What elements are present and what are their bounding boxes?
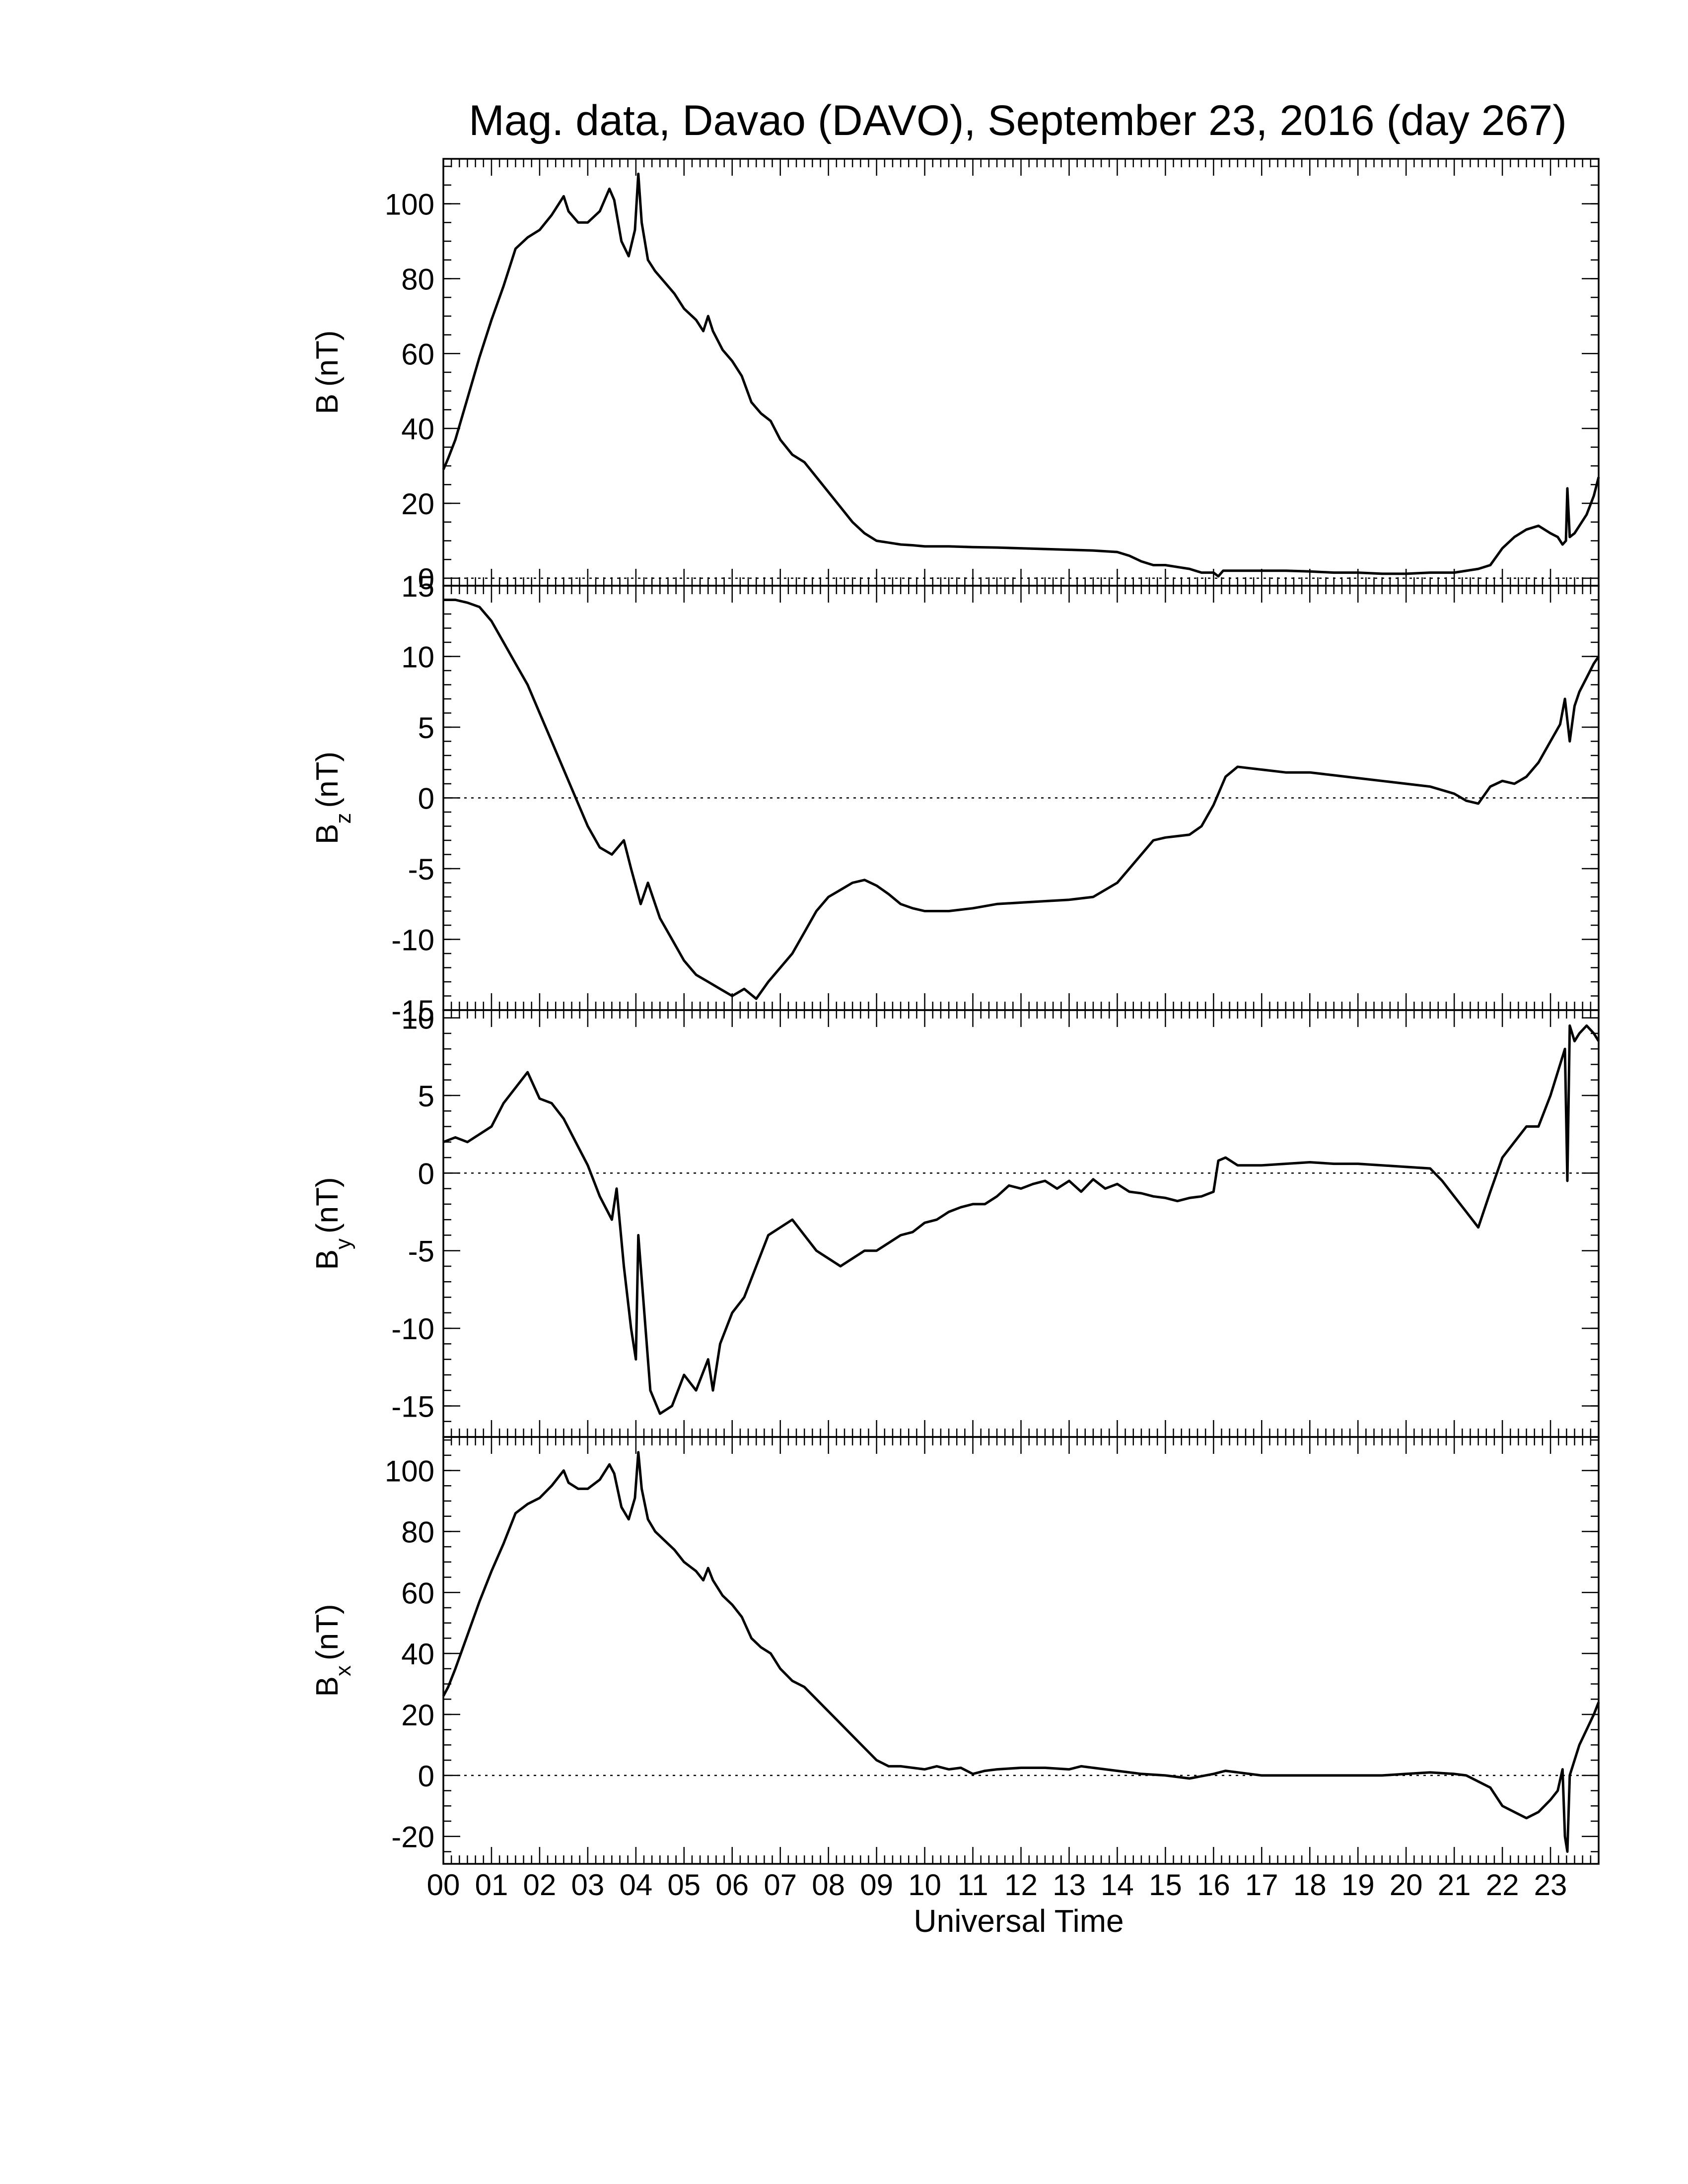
x-tick-label: 12 xyxy=(1004,1868,1038,1902)
series-line-Bz xyxy=(443,599,1600,1000)
y-tick-label: 5 xyxy=(418,711,434,745)
x-tick-label: 03 xyxy=(571,1868,605,1902)
y-tick-label: 0 xyxy=(418,782,434,816)
y-tick-label: 15 xyxy=(401,570,434,603)
y-tick-label: 40 xyxy=(401,412,434,446)
y-axis-label-unit: (nT) xyxy=(310,1604,345,1660)
panels-group: 020406080100B(nT)-15-10-5051015Bz(nT)-15… xyxy=(310,158,1600,1865)
x-tick-label: 01 xyxy=(475,1868,508,1902)
x-tick-label: 16 xyxy=(1197,1868,1230,1902)
x-tick-label: 18 xyxy=(1293,1868,1327,1902)
x-tick-label: 11 xyxy=(957,1868,988,1902)
y-axis-label: Bz (nT) xyxy=(310,751,355,844)
y-tick-label: 100 xyxy=(385,188,434,221)
y-tick-label: -10 xyxy=(391,1312,434,1346)
chart-title: Mag. data, Davao (DAVO), September 23, 2… xyxy=(469,97,1567,144)
y-axis-label-unit: (nT) xyxy=(310,751,345,808)
y-tick-label: 80 xyxy=(401,1515,434,1549)
series-line-Bx xyxy=(442,1451,1600,1853)
y-tick-label: 60 xyxy=(401,1576,434,1610)
y-tick-label: -15 xyxy=(391,994,434,1027)
x-tick-label: 22 xyxy=(1486,1868,1519,1902)
x-axis-title: Universal Time xyxy=(914,1903,1124,1939)
x-tick-label: 07 xyxy=(764,1868,797,1902)
y-tick-label: -5 xyxy=(408,853,434,886)
panel-By: -15 -10 -5 0 5 10 By (nT) xyxy=(310,1002,1600,1438)
panel-Bz: -15 -10 -5 0 5 10 15 Bz (nT) xyxy=(310,570,1600,1027)
x-tick-label: 19 xyxy=(1341,1868,1375,1902)
x-tick-label: 06 xyxy=(715,1868,749,1902)
series-line-By xyxy=(443,1024,1600,1415)
panel-Bx: -20 0 20 40 60 80 100 Bx (nT) xyxy=(310,1436,1600,1865)
y-tick-label: 100 xyxy=(385,1455,434,1488)
x-tick-label: 14 xyxy=(1101,1868,1134,1902)
y-axis-label: Bx (nT) xyxy=(310,1604,355,1697)
x-tick-label: 09 xyxy=(860,1868,893,1902)
y-tick-label: 0 xyxy=(418,1760,434,1793)
y-axis-label-main: B xyxy=(310,824,345,844)
y-tick-label: 0 xyxy=(418,1157,434,1190)
y-tick-label: 80 xyxy=(401,263,434,296)
y-tick-label: -20 xyxy=(391,1821,434,1854)
y-axis-label-subscript: y xyxy=(331,1238,355,1249)
x-axis-labels: 00 01 02 03 04 05 06 07 08 09 10 11 12 13 14 15 16 17 18 19… xyxy=(427,1868,1567,1902)
x-tick-label: 05 xyxy=(667,1868,701,1902)
y-axis-label: By (nT) xyxy=(310,1177,355,1270)
y-tick-label: 0 xyxy=(418,562,434,596)
x-tick-label: 00 xyxy=(427,1868,460,1902)
y-axis-label-unit: (nT) xyxy=(310,1177,345,1233)
y-axis-label-main: B xyxy=(310,1676,345,1697)
x-tick-label: 08 xyxy=(812,1868,845,1902)
x-tick-label: 13 xyxy=(1053,1868,1086,1902)
y-tick-label: 20 xyxy=(401,487,434,521)
y-tick-label: 5 xyxy=(418,1080,434,1113)
y-tick-label: -5 xyxy=(408,1235,434,1268)
x-tick-label: 21 xyxy=(1438,1868,1471,1902)
y-tick-label: 40 xyxy=(401,1638,434,1671)
y-axis-label-subscript: x xyxy=(331,1665,355,1676)
y-axis-label-unit: (nT) xyxy=(310,330,345,387)
y-tick-label: 20 xyxy=(401,1699,434,1732)
x-tick-label: 20 xyxy=(1390,1868,1423,1902)
y-axis-label-main: B xyxy=(310,1249,345,1270)
y-tick-label: 10 xyxy=(401,1002,434,1035)
x-tick-label: 04 xyxy=(619,1868,652,1902)
x-tick-label: 15 xyxy=(1149,1868,1182,1902)
y-axis-label: B (nT) xyxy=(310,330,345,414)
y-axis-label-subscript: z xyxy=(331,813,355,824)
series-line-B xyxy=(442,172,1600,578)
y-tick-label: 10 xyxy=(401,641,434,674)
y-tick-label: -15 xyxy=(391,1390,434,1423)
x-tick-label: 23 xyxy=(1534,1868,1567,1902)
y-tick-label: -10 xyxy=(391,924,434,957)
y-tick-label: 60 xyxy=(401,338,434,371)
x-tick-label: 02 xyxy=(523,1868,557,1902)
x-tick-label: 17 xyxy=(1245,1868,1278,1902)
y-axis-label-main: B xyxy=(310,394,345,414)
x-tick-label: 10 xyxy=(908,1868,941,1902)
